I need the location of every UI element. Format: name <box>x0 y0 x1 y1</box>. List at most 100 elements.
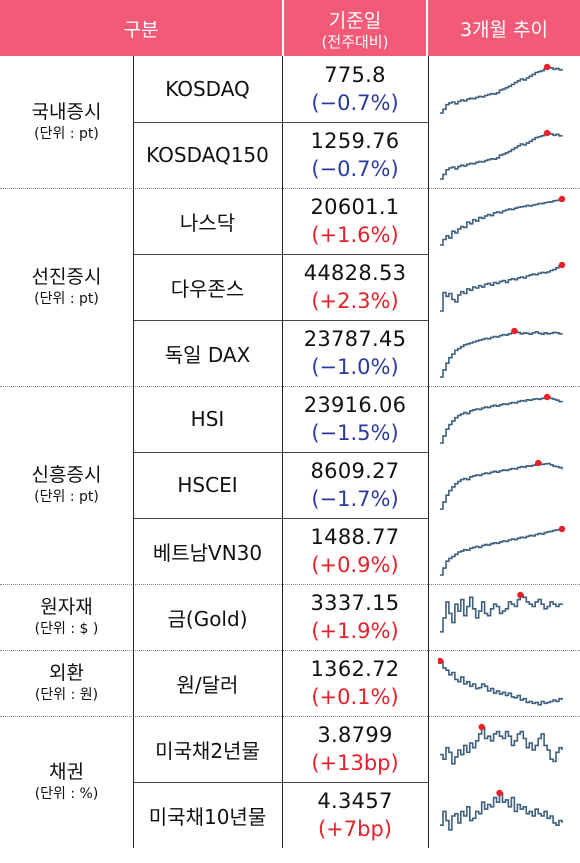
sparkline-series <box>440 594 563 633</box>
indicator-value-cell: 23787.45 (−1.0%) <box>282 320 428 386</box>
weekly-change: (+2.3%) <box>311 289 399 313</box>
trend-sparkline <box>440 591 563 633</box>
category-name: 원자재 <box>40 596 93 618</box>
table-header: 구분 기준일 (전주대비) 3개월 추이 <box>0 0 580 56</box>
sparkline-series <box>440 396 563 444</box>
group-divider <box>0 386 580 387</box>
sparkline-series <box>440 330 563 378</box>
indicator-name: 미국채10년물 <box>148 804 267 829</box>
trend-sparkline <box>440 129 563 180</box>
weekly-change: (−0.7%) <box>311 157 399 181</box>
weekly-change: (−1.5%) <box>311 421 399 445</box>
header-divider <box>282 0 284 56</box>
weekly-change: (−1.0%) <box>311 355 399 379</box>
indicator-name-cell: 미국채10년물 <box>133 782 282 848</box>
trend-sparkline <box>440 789 563 831</box>
indicator-value-cell: 4.3457 (+7bp) <box>282 782 428 848</box>
indicator-value: 8609.27 <box>310 459 400 483</box>
sparkline-series <box>440 660 563 706</box>
sparkline-peak-marker <box>438 657 444 665</box>
indicator-value: 23916.06 <box>303 393 407 417</box>
indicator-name: KOSDAQ <box>165 77 250 101</box>
indicator-value: 4.3457 <box>317 789 393 813</box>
category-unit: (단위 : %) <box>34 786 99 802</box>
trend-sparkline <box>438 657 563 706</box>
sparkline-peak-marker <box>558 195 566 203</box>
trend-sparkline <box>440 261 566 312</box>
indicator-name: 금(Gold) <box>167 606 248 631</box>
sparkline-peak-marker <box>496 789 503 797</box>
group-divider <box>0 650 580 651</box>
header-category: 구분 <box>0 0 282 56</box>
sparkline-series <box>440 198 563 246</box>
trend-sparkline <box>440 459 563 510</box>
category-unit: (단위 : pt) <box>34 126 99 142</box>
category-cell: 국내증시 (단위 : pt) <box>0 56 133 188</box>
indicator-value-cell: 3337.15 (+1.9%) <box>282 584 428 650</box>
row-divider <box>133 518 428 519</box>
sparkline-peak-marker <box>534 459 542 467</box>
indicator-value: 1488.77 <box>310 525 400 549</box>
sparkline-peak-marker <box>558 525 566 533</box>
indicator-name: 다우존스 <box>170 276 245 301</box>
indicator-value-cell: 8609.27 (−1.7%) <box>282 452 428 518</box>
indicator-name: 미국채2년물 <box>155 738 260 763</box>
indicator-name-cell: 다우존스 <box>133 254 282 320</box>
group-divider <box>0 584 580 585</box>
indicator-name-cell: 베트남VN30 <box>133 518 282 584</box>
column-divider <box>282 56 283 848</box>
category-cell: 외환 (단위 : 원) <box>0 650 133 716</box>
weekly-change: (+13bp) <box>311 751 399 775</box>
header-base-date-sub: (전주대비) <box>321 32 389 51</box>
sparkline-series <box>440 265 563 312</box>
indicator-name: 베트남VN30 <box>152 540 263 565</box>
sparkline-series <box>440 462 563 510</box>
indicator-value-cell: 44828.53 (+2.3%) <box>282 254 428 320</box>
category-unit: (단위 : pt) <box>34 291 99 307</box>
trend-sparkline <box>440 327 563 378</box>
indicator-name: KOSDAQ150 <box>146 143 269 167</box>
category-cell: 원자재 (단위 : $ ) <box>0 584 133 650</box>
row-divider <box>133 782 428 783</box>
trend-sparkline <box>440 723 563 765</box>
trend-sparkline <box>440 63 563 114</box>
sparkline-peak-marker <box>511 327 518 335</box>
sparkline-series <box>440 528 563 576</box>
indicator-name: 원/달러 <box>176 672 239 697</box>
column-divider <box>428 56 429 848</box>
indicator-value-cell: 1488.77 (+0.9%) <box>282 518 428 584</box>
trend-sparkline <box>440 525 566 576</box>
sparkline-series <box>440 792 563 831</box>
category-name: 국내증시 <box>31 101 102 123</box>
weekly-change: (+1.9%) <box>311 619 399 643</box>
row-divider <box>133 254 428 255</box>
category-cell: 선진증시 (단위 : pt) <box>0 188 133 386</box>
sparkline-peak-marker <box>543 393 551 401</box>
indicator-name: 독일 DAX <box>164 342 251 367</box>
indicator-value: 3337.15 <box>310 591 400 615</box>
indicator-value-cell: 23916.06 (−1.5%) <box>282 386 428 452</box>
weekly-change: (−1.7%) <box>311 487 399 511</box>
sparkline-series <box>440 726 563 765</box>
weekly-change: (+7bp) <box>317 817 392 841</box>
group-divider <box>0 716 580 717</box>
indicator-value: 44828.53 <box>303 261 407 285</box>
sparkline-peak-marker <box>558 261 566 269</box>
category-name: 신흥증시 <box>31 464 102 486</box>
indicator-name-cell: 금(Gold) <box>133 584 282 650</box>
indicator-value: 23787.45 <box>303 327 407 351</box>
indicator-value: 1362.72 <box>310 657 400 681</box>
row-divider <box>133 320 428 321</box>
indicator-name-cell: 원/달러 <box>133 650 282 716</box>
sparkline-peak-marker <box>478 723 485 731</box>
category-cell: 채권 (단위 : %) <box>0 716 133 848</box>
indicator-name-cell: KOSDAQ <box>133 56 282 122</box>
indicator-value: 1259.76 <box>310 129 400 153</box>
indicator-value-cell: 1362.72 (+0.1%) <box>282 650 428 716</box>
category-name: 선진증시 <box>31 266 102 288</box>
indicator-value-cell: 20601.1 (+1.6%) <box>282 188 428 254</box>
header-trend: 3개월 추이 <box>428 0 580 56</box>
indicator-value-cell: 775.8 (−0.7%) <box>282 56 428 122</box>
sparkline-series <box>440 66 563 114</box>
